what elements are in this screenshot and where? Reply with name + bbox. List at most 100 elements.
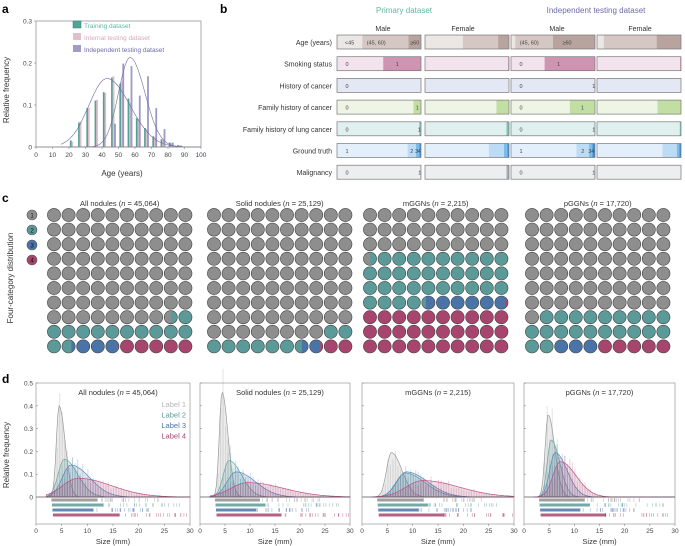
waffle-dot-outline xyxy=(377,295,392,310)
hist-bar-label4 xyxy=(260,481,262,497)
hist-bar-label1 xyxy=(217,473,219,497)
waffle-dot-outline xyxy=(436,339,450,354)
hist-bar-label1 xyxy=(51,494,53,497)
waffle-dot-outline xyxy=(323,295,338,310)
x-tick-label: 10 xyxy=(84,528,92,535)
waffle-dot-outline xyxy=(363,251,377,266)
hist-bar-label4 xyxy=(222,491,224,497)
waffle-dot-outline xyxy=(105,339,120,354)
waffle-dot xyxy=(309,208,323,222)
waffle-dot-outline xyxy=(178,222,193,237)
waffle-dot-outline xyxy=(436,295,450,310)
x-tick-label: 10 xyxy=(571,528,579,535)
bar-segment xyxy=(503,143,508,158)
size-legend-label2: Label 2 xyxy=(161,411,186,420)
waffle-dot-outline xyxy=(539,310,554,325)
hist-bar-label1 xyxy=(387,459,389,497)
bar-training xyxy=(144,128,146,148)
segment-label: (45, 60) xyxy=(367,41,386,47)
waffle-dot xyxy=(656,252,671,266)
waffle-dot-outline xyxy=(323,310,338,325)
hist-bar-label4 xyxy=(136,492,138,497)
waffle-dot xyxy=(540,266,554,280)
hist-bar-label3 xyxy=(262,486,264,497)
waffle-dot-outline xyxy=(178,237,193,252)
waffle-dot-outline xyxy=(656,266,671,281)
waffle-dot-outline xyxy=(221,324,236,339)
hist-bar-label1 xyxy=(225,426,227,497)
hist-bar-label2 xyxy=(445,493,447,497)
waffle-dot xyxy=(436,325,450,339)
hist-bar-label4 xyxy=(422,479,424,497)
hist-bar-label2 xyxy=(546,471,548,497)
waffle-dot xyxy=(164,223,178,237)
waffle-dot xyxy=(105,325,119,339)
hist-bar-label3 xyxy=(541,495,543,497)
hist-bar-label3 xyxy=(420,474,422,497)
waffle-dot-outline xyxy=(309,222,324,237)
waffle-dot xyxy=(222,310,236,324)
hist-bar-label4 xyxy=(125,491,127,497)
waffle-dot xyxy=(421,266,435,280)
waffle-dot-outline xyxy=(250,281,265,295)
waffle-dot xyxy=(164,266,178,280)
title-part: n xyxy=(286,388,290,397)
waffle-dot xyxy=(465,223,479,237)
waffle-dot xyxy=(465,339,479,353)
waffle-dot xyxy=(407,281,421,295)
waffle-dot-outline xyxy=(525,310,539,325)
segment-label: 0 xyxy=(345,62,348,68)
hist-bar-label4 xyxy=(245,482,247,497)
hist-bar-label2 xyxy=(260,495,262,497)
y-tick-label: 0.2 xyxy=(23,61,32,68)
waffle-dot-outline xyxy=(568,237,583,252)
hist-bar-label4 xyxy=(493,493,495,497)
waffle-dot-outline xyxy=(90,266,105,281)
row-label: Smoking status xyxy=(284,62,332,69)
waffle-dot xyxy=(76,325,90,339)
waffle-dot-outline xyxy=(294,339,309,354)
x-tick-label: 10 xyxy=(246,528,254,535)
waffle-dot-outline xyxy=(568,324,583,339)
waffle-dot xyxy=(569,281,583,295)
waffle-dot xyxy=(178,296,192,310)
waffle-dot-outline xyxy=(294,222,309,237)
waffle-dot-outline xyxy=(539,208,554,222)
hist-bar-label4 xyxy=(247,480,249,497)
waffle-dot-outline xyxy=(479,222,494,237)
bar-independent xyxy=(114,123,116,148)
hist-bar-label2 xyxy=(51,492,53,497)
waffle-dot-outline xyxy=(627,295,642,310)
hist-bar-label2 xyxy=(247,488,249,497)
waffle-dot xyxy=(421,252,435,266)
hist-bar-label4 xyxy=(95,480,97,497)
hist-bar-label4 xyxy=(151,495,153,497)
waffle-dot xyxy=(627,296,641,310)
bar-internal xyxy=(79,121,82,148)
waffle-dot-outline xyxy=(539,324,554,339)
waffle-dot-outline xyxy=(479,339,494,354)
waffle-dot xyxy=(569,325,583,339)
hist-bar-label3 xyxy=(227,484,229,497)
waffle-dot xyxy=(436,237,450,251)
waffle-dot xyxy=(135,339,149,353)
waffle-dot-outline xyxy=(377,251,392,266)
sex-header-primary-male: Male xyxy=(375,26,390,33)
waffle-dot xyxy=(149,296,163,310)
waffle-dot xyxy=(338,252,352,266)
waffle-dot-outline xyxy=(207,339,221,354)
waffle-dot-outline xyxy=(294,251,309,266)
waffle-dot-outline xyxy=(338,324,353,339)
hist-bar-label3 xyxy=(240,479,242,497)
size-legend-label1: Label 1 xyxy=(161,400,186,409)
hist-bar-label4 xyxy=(384,495,386,497)
title-part: = 2,215) xyxy=(441,388,471,397)
waffle-dot xyxy=(378,339,392,353)
waffle-dot xyxy=(583,252,598,266)
hist-bar-label4 xyxy=(255,482,257,497)
bar-training xyxy=(127,98,130,148)
waffle-dot-outline xyxy=(120,266,134,281)
waffle-dot xyxy=(525,237,539,251)
waffle-dot xyxy=(525,223,539,237)
hist-bar-label3 xyxy=(561,461,563,497)
